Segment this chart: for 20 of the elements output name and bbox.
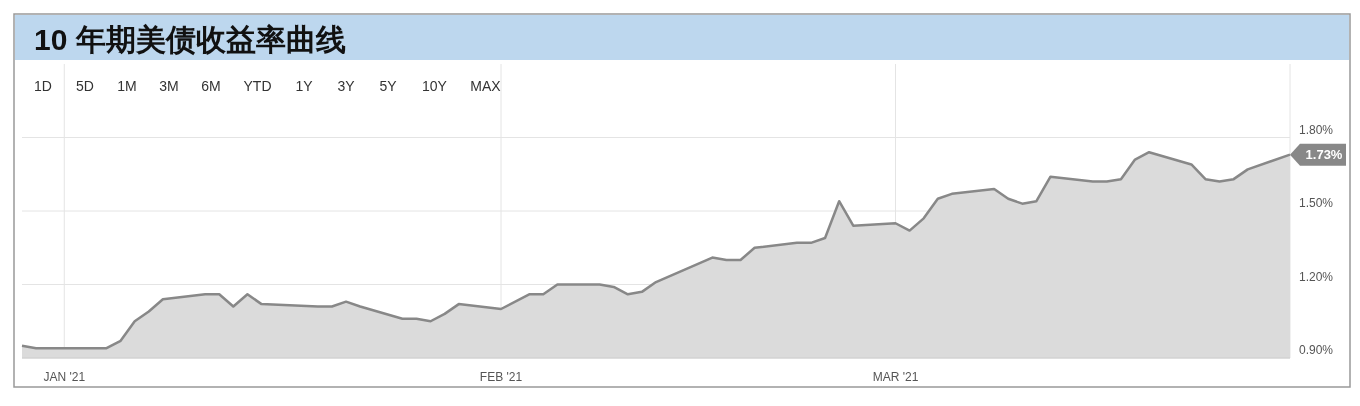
annotation: 5D [76,78,94,94]
x-tick-label: FEB '21 [479,370,523,384]
annotation: 1Y [295,78,314,94]
x-tick-label: MAR '21 [872,370,919,384]
x-tick-label: JAN '21 [43,370,86,384]
y-tick-label: 1.50% [1298,196,1334,210]
annotation: YTD [243,78,272,94]
chart-title: 10 年期美债收益率曲线 [34,23,346,56]
annotation: 5Y [379,78,398,94]
y-tick-label: 0.90% [1298,343,1334,357]
annotation: 1M [117,78,137,94]
data-label: 1.73% [1305,147,1343,163]
annotation: 10Y [422,78,448,94]
annotation: 6M [201,78,221,94]
y-tick-label: 1.20% [1298,269,1334,284]
annotation: MAX [470,78,502,94]
annotation: 3M [159,78,179,94]
y-tick-label: 1.80% [1298,122,1334,137]
annotation: 1D [34,78,52,94]
annotation: 3Y [337,78,356,94]
